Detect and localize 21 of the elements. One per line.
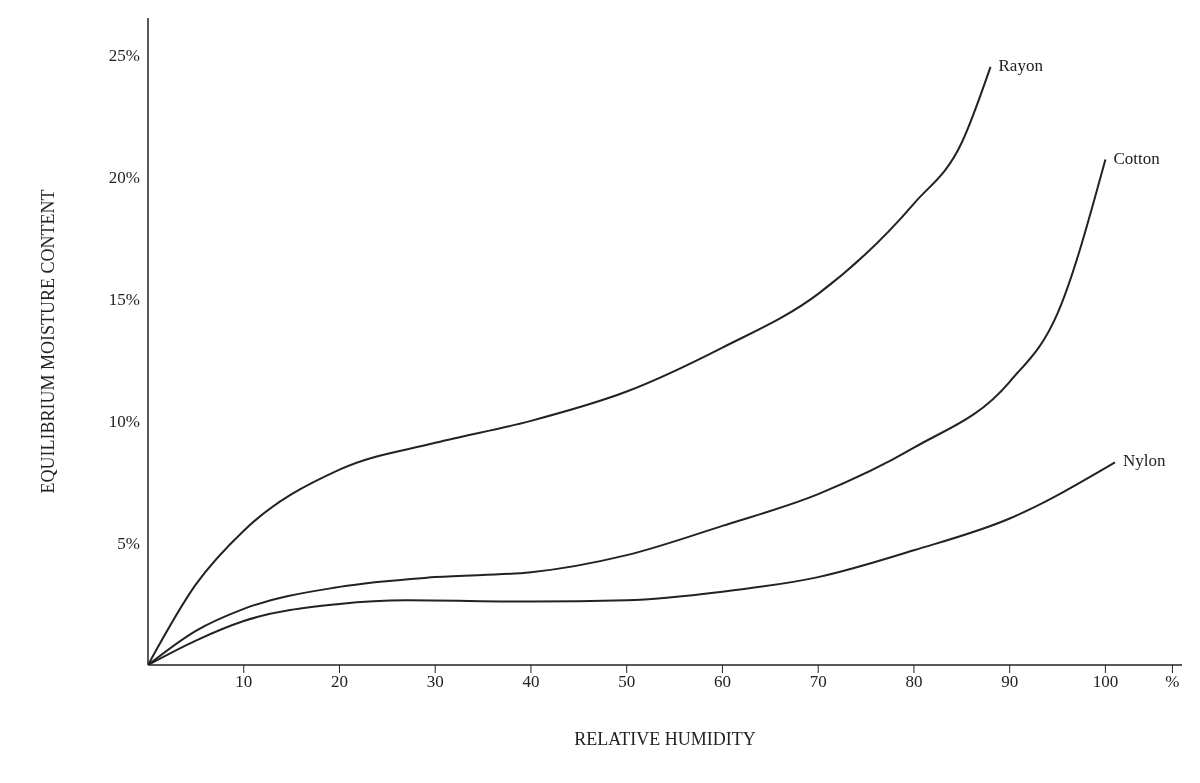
series-label: Cotton [1113, 148, 1161, 168]
x-tick-label: 70 [809, 672, 827, 692]
x-tick-label: 30 [426, 672, 444, 692]
y-tick-label: 20% [108, 167, 140, 187]
x-tick-label: 20 [330, 672, 348, 692]
x-tick-label: % [1165, 672, 1180, 692]
x-tick-label: 60 [713, 672, 731, 692]
x-tick-label: 40 [522, 672, 540, 692]
x-tick-label: 100 [1092, 672, 1119, 692]
series-label: Nylon [1122, 451, 1166, 471]
series-label: Rayon [998, 55, 1044, 75]
x-tick-label: 10 [235, 672, 253, 692]
x-tick-label: 80 [905, 672, 923, 692]
y-axis-title: EQUILIBRIUM MOISTURE CONTENT [38, 189, 59, 494]
x-axis-title: RELATIVE HUMIDITY [574, 729, 756, 749]
x-tick-label: 50 [618, 672, 636, 692]
y-tick-label: 25% [108, 45, 140, 65]
x-tick-label: 90 [1001, 672, 1019, 692]
y-tick-label: 5% [117, 533, 140, 553]
y-tick-label: 10% [108, 411, 140, 431]
y-tick-label: 15% [108, 289, 140, 309]
